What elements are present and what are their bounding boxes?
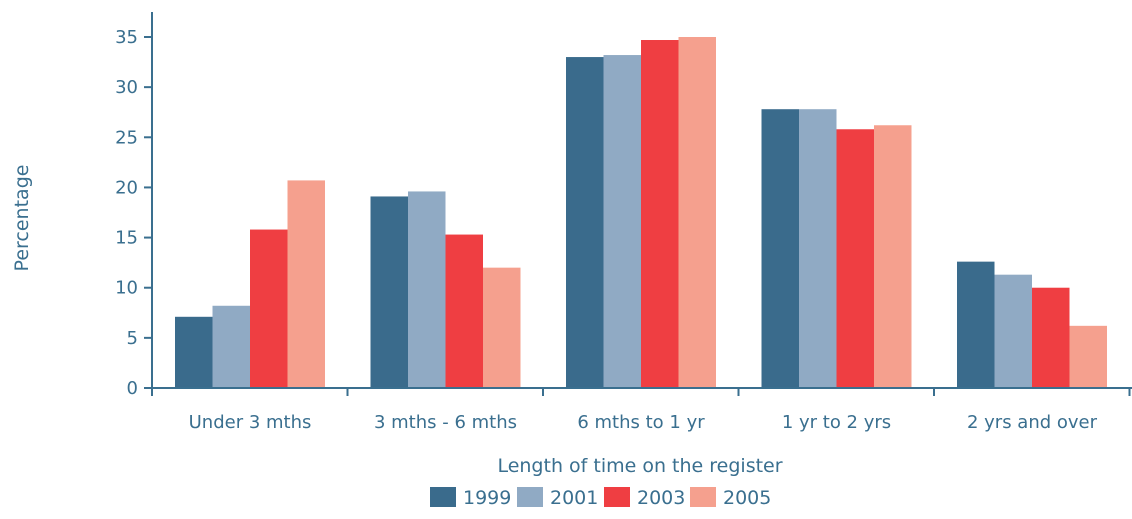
- bar-1999-0: [175, 316, 213, 388]
- axes-group: 0 5 10 15 20 25 30 35 Under 3 mths 3 mths - 6 mth…: [115, 12, 1132, 433]
- y-tick-label-2: 10: [115, 278, 138, 299]
- bar-2001-4: [994, 274, 1032, 388]
- y-tick-label-7: 35: [115, 27, 138, 48]
- bar-2005-4: [1069, 325, 1107, 388]
- bar-2005-1: [483, 267, 521, 388]
- y-tick-label-5: 25: [115, 127, 138, 148]
- bar-2005-2: [678, 37, 716, 388]
- bars-group: [175, 37, 1107, 389]
- legend-label-2001: 2001: [550, 487, 598, 509]
- bar-1999-1: [370, 196, 408, 388]
- legend-swatch-2005: [690, 487, 716, 507]
- legend-label-2005: 2005: [723, 487, 771, 509]
- bar-1999-4: [957, 261, 995, 388]
- bar-2001-3: [799, 109, 837, 388]
- bar-2003-1: [445, 234, 483, 388]
- legend: 1999 2001 2003 2005: [430, 487, 771, 509]
- bar-2001-2: [603, 55, 641, 389]
- x-tick-label-2: 6 mths to 1 yr: [577, 412, 705, 433]
- y-tick-label-1: 5: [127, 328, 138, 349]
- bar-2003-0: [250, 229, 288, 388]
- bar-2001-0: [212, 305, 250, 388]
- legend-label-1999: 1999: [463, 487, 511, 509]
- bar-2003-3: [836, 129, 874, 388]
- y-tick-label-3: 15: [115, 228, 138, 249]
- bar-2003-4: [1032, 287, 1070, 388]
- bar-2005-3: [874, 125, 912, 388]
- bar-2003-2: [641, 40, 679, 388]
- bar-2005-0: [287, 180, 325, 388]
- y-tick-label-4: 20: [115, 177, 138, 198]
- legend-label-2003: 2003: [637, 487, 685, 509]
- bar-1999-3: [761, 109, 799, 388]
- legend-swatch-2001: [517, 487, 543, 507]
- x-tick-label-4: 2 yrs and over: [967, 412, 1098, 433]
- bar-2001-1: [408, 191, 446, 388]
- legend-swatch-2003: [604, 487, 630, 507]
- y-tick-label-0: 0: [127, 378, 138, 399]
- x-tick-label-1: 3 mths - 6 mths: [374, 412, 517, 433]
- x-tick-label-3: 1 yr to 2 yrs: [782, 412, 891, 433]
- bar-1999-2: [566, 57, 604, 389]
- x-tick-label-0: Under 3 mths: [189, 412, 312, 433]
- x-axis-title: Length of time on the register: [497, 455, 782, 477]
- legend-swatch-1999: [430, 487, 456, 507]
- y-tick-label-6: 30: [115, 77, 138, 98]
- y-axis-title: Percentage: [11, 165, 33, 272]
